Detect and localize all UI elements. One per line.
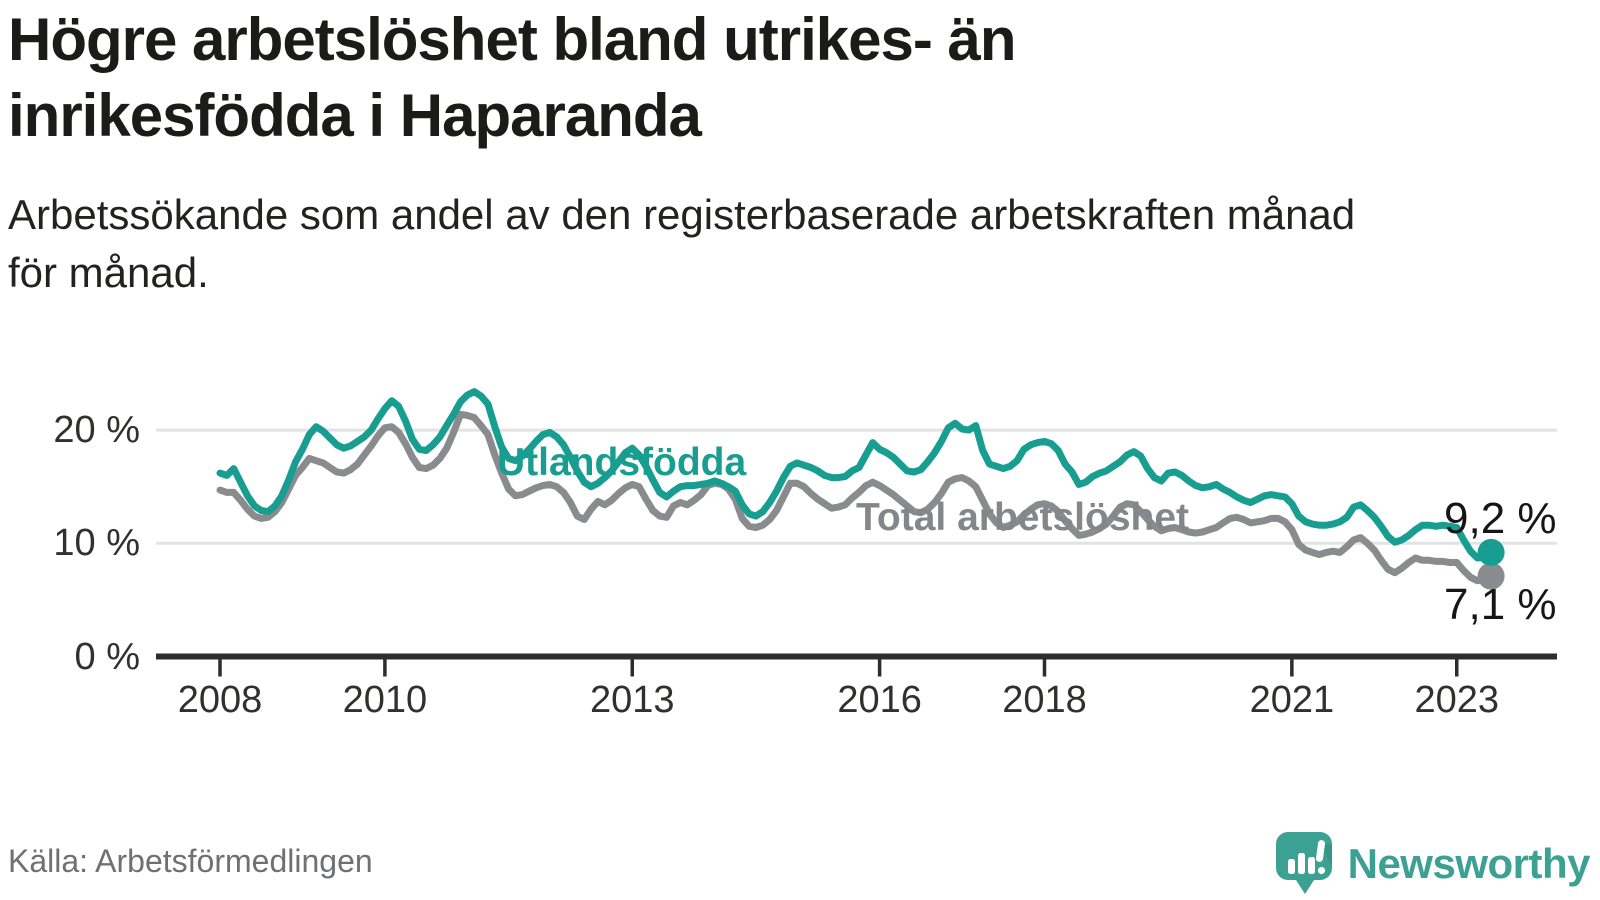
x-axis-label: 2018 <box>1002 679 1087 721</box>
newsworthy-logo-icon <box>1275 832 1332 894</box>
x-axis-label: 2021 <box>1249 679 1335 721</box>
title-line-1: Högre arbetslöshet bland utrikes- än <box>8 6 1017 73</box>
y-axis-label: 0 % <box>74 635 140 678</box>
series-line-total <box>216 410 1495 585</box>
end-dot-total <box>1477 562 1505 590</box>
y-axis-label: 10 % <box>53 522 140 565</box>
source-note: Källa: Arbetsförmedlingen <box>8 843 373 879</box>
series-label-total-arbetsloshet: Total arbetslöshet <box>856 496 1190 539</box>
subtitle-line-1: Arbetssökande som andel av den registerb… <box>8 191 1356 238</box>
x-axis-label: 2010 <box>342 679 428 721</box>
page-title: Högre arbetslöshet bland utrikes- än inr… <box>8 2 1568 154</box>
y-axis-label: 20 % <box>53 409 140 452</box>
end-value-label-total: 7,1 % <box>1444 580 1557 629</box>
x-axis-label: 2013 <box>589 679 675 721</box>
subtitle-line-2: för månad. <box>8 249 209 296</box>
end-value-label-utlandsfodda: 9,2 % <box>1444 494 1557 543</box>
x-axis-label: 2016 <box>837 679 922 721</box>
chart-subtitle: Arbetssökande som andel av den registerb… <box>8 186 1588 302</box>
series-line-utlandsfodda <box>216 388 1495 562</box>
brand-name: Newsworthy <box>1347 840 1591 887</box>
series-label-utlandsfodda: Utlandsfödda <box>497 441 747 484</box>
x-axis-label: 2023 <box>1414 679 1500 721</box>
title-line-2: inrikesfödda i Haparanda <box>8 82 702 149</box>
brand-lockup: Newsworthy <box>1275 832 1591 896</box>
end-dot-utlandsfodda <box>1477 538 1505 566</box>
x-axis-label: 2008 <box>177 679 263 721</box>
